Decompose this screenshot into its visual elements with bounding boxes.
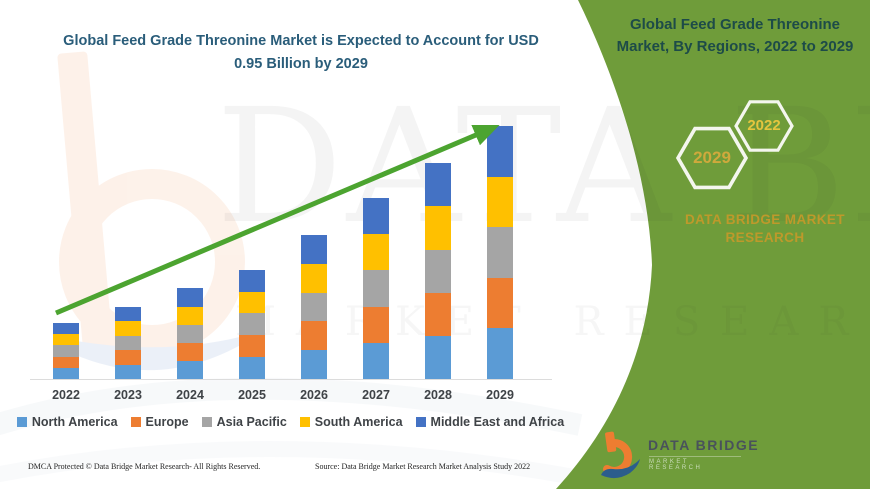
bar-segment-2029-north-america: [487, 328, 513, 379]
legend-item-south-america: South America: [299, 415, 403, 429]
x-axis-label-2022: 2022: [52, 388, 80, 402]
legend-label: Asia Pacific: [216, 415, 287, 429]
legend-item-middle-east-and-africa: Middle East and Africa: [415, 415, 565, 429]
brand-line-1: DATA BRIDGE MARKET: [685, 212, 845, 227]
hexagon-2029-outline: [675, 126, 749, 190]
x-axis-label-2025: 2025: [238, 388, 266, 402]
legend-swatch: [415, 417, 426, 427]
bar-segment-2027-europe: [363, 306, 389, 343]
bar-segment-2026-europe: [301, 321, 327, 351]
logo-tagline: MARKET RESEARCH: [649, 456, 741, 471]
x-axis-label-2023: 2023: [114, 388, 142, 402]
bar-segment-2028-asia-pacific: [425, 249, 451, 293]
logo-b-watermark: [55, 51, 265, 371]
legend-label: North America: [31, 415, 118, 429]
bar-segment-2027-south-america: [363, 234, 389, 271]
bar-segment-2026-south-america: [301, 263, 327, 293]
hexagon-2029-label: 2029: [693, 148, 731, 167]
bar-segment-2024-asia-pacific: [177, 324, 203, 343]
bar-segment-2022-north-america: [53, 367, 79, 379]
brand-line-2: RESEARCH: [725, 230, 805, 246]
bar-segment-2025-asia-pacific: [239, 313, 265, 336]
bar-segment-2026-asia-pacific: [301, 292, 327, 322]
legend-swatch: [201, 417, 212, 427]
bar-segment-2024-europe: [177, 342, 203, 361]
logo-name: DATA BRIDGE: [648, 437, 760, 453]
x-axis-label-2026: 2026: [300, 388, 328, 402]
legend-item-europe: Europe: [130, 415, 189, 429]
chart-legend: North America Europe Asia Pacific South Ame…: [16, 415, 565, 429]
bar-segment-2029-europe: [487, 277, 513, 329]
bar-segment-2027-north-america: [363, 342, 389, 379]
bar-segment-2025-north-america: [239, 357, 265, 379]
x-axis-label-2024: 2024: [176, 388, 204, 402]
bar-segment-2024-middle-east-and-africa: [177, 288, 203, 307]
watermark-subtext: MARKET RESEARCH: [235, 302, 870, 342]
hexagon-2022-label: 2022: [747, 117, 781, 134]
hexagon-2022-outline: [734, 100, 794, 152]
bar-segment-2023-middle-east-and-africa: [115, 307, 141, 322]
legend-label: South America: [314, 415, 403, 429]
bar-segment-2025-south-america: [239, 291, 265, 314]
bar-segment-2028-middle-east-and-africa: [425, 163, 451, 207]
legend-label: Europe: [145, 415, 189, 429]
bar-segment-2023-north-america: [115, 364, 141, 379]
bar-segment-2026-north-america: [301, 350, 327, 379]
swoosh-watermark: [0, 377, 583, 486]
bar-segment-2028-north-america: [425, 335, 451, 379]
x-axis-line: [30, 379, 552, 380]
bar-segment-2024-north-america: [177, 360, 203, 379]
bar-segment-2025-middle-east-and-africa: [239, 269, 265, 292]
watermark-text: DATA BRIDGE: [216, 75, 870, 259]
bar-segment-2022-asia-pacific: [53, 345, 79, 357]
bar-segment-2026-middle-east-and-africa: [301, 235, 327, 264]
bar-segment-2029-asia-pacific: [487, 227, 513, 278]
bar-segment-2023-south-america: [115, 321, 141, 336]
bar-segment-2028-europe: [425, 292, 451, 336]
x-axis-label-2027: 2027: [362, 388, 390, 402]
x-axis-label-2029: 2029: [486, 388, 514, 402]
bar-segment-2027-middle-east-and-africa: [363, 197, 389, 235]
legend-swatch: [130, 417, 141, 427]
bar-segment-2022-europe: [53, 356, 79, 368]
source-note: Source: Data Bridge Market Research Mark…: [315, 462, 531, 471]
bar-segment-2025-europe: [239, 335, 265, 358]
legend-label: Middle East and Africa: [430, 415, 565, 429]
bar-segment-2023-asia-pacific: [115, 335, 141, 351]
legend-item-north-america: North America: [16, 415, 118, 429]
bar-segment-2022-south-america: [53, 334, 79, 346]
bar-segment-2029-south-america: [487, 176, 513, 228]
legend-swatch: [299, 417, 310, 427]
bar-segment-2024-south-america: [177, 306, 203, 325]
legend-swatch: [16, 417, 27, 427]
data-bridge-logo-icon: [601, 431, 640, 479]
dmca-notice: DMCA Protected © Data Bridge Market Rese…: [28, 462, 261, 471]
x-axis-label-2028: 2028: [424, 388, 452, 402]
banner-title: Global Feed Grade Threonine Market, By R…: [616, 16, 854, 55]
legend-item-asia-pacific: Asia Pacific: [201, 415, 287, 429]
bar-segment-2023-europe: [115, 350, 141, 365]
bar-segment-2022-middle-east-and-africa: [53, 323, 79, 335]
bar-segment-2028-south-america: [425, 206, 451, 250]
page-title: Global Feed Grade Threonine Market is Ex…: [63, 33, 539, 73]
brand-wordmark: DATA BRIDGE MARKET RESEARCH: [660, 211, 870, 247]
bar-segment-2027-asia-pacific: [363, 270, 389, 307]
